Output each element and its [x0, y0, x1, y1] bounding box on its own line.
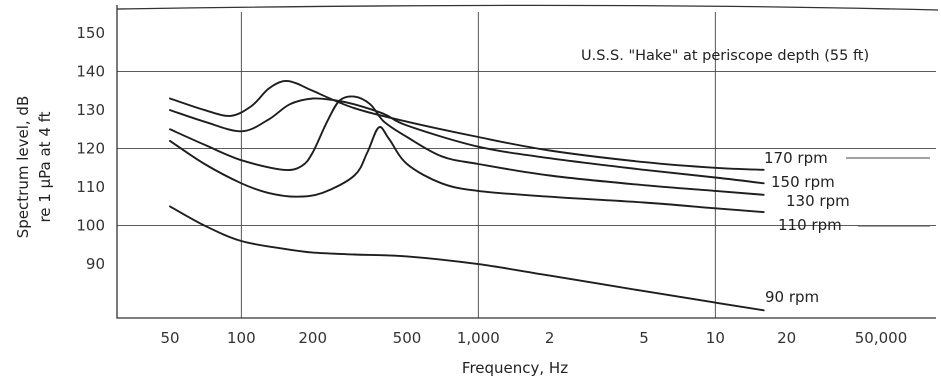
- x-tick-label: 1,000: [457, 329, 500, 347]
- y-tick-label: 150: [76, 24, 105, 42]
- x-tick-label: 10: [706, 329, 725, 347]
- y-tick-label: 120: [76, 140, 105, 158]
- series-line-170-rpm: [169, 79, 765, 171]
- x-tick-label: 100: [227, 329, 256, 347]
- chart-annotation: U.S.S. "Hake" at periscope depth (55 ft): [581, 48, 869, 64]
- series-line-150-rpm: [169, 97, 765, 185]
- y-axis-ticks: 150 140 130 120 110 100 90: [76, 24, 105, 273]
- series-label-170-rpm: 170 rpm: [764, 149, 828, 167]
- x-tick-label: 200: [298, 329, 327, 347]
- x-axis-ticks: 50 100 200 500 1,000 2 5 10 20 50,000: [160, 329, 907, 347]
- series-label-110-rpm: 110 rpm: [778, 216, 842, 234]
- series-group: [169, 79, 765, 312]
- series-label-90-rpm: 90 rpm: [765, 288, 819, 306]
- series-line-90-rpm: [169, 205, 765, 312]
- series-label-130-rpm: 130 rpm: [786, 192, 850, 210]
- x-tick-label: 20: [777, 329, 796, 347]
- plot-frame: [116, 5, 936, 319]
- y-tick-label: 130: [76, 101, 105, 119]
- top-border: [116, 4, 939, 11]
- y-axis-label: Spectrum level, dB: [14, 96, 32, 238]
- y-axis-label-unit: re 1 μPa at 4 ft: [36, 111, 54, 222]
- y-tick-label: 110: [76, 178, 105, 196]
- x-tick-label: 500: [393, 329, 422, 347]
- y-tick-label: 140: [76, 63, 105, 81]
- series-line-130-rpm: [169, 95, 765, 196]
- x-tick-label: 5: [639, 329, 649, 347]
- y-tick-label: 90: [86, 255, 105, 273]
- y-tick-label: 100: [76, 217, 105, 235]
- x-tick-label: 50,000: [855, 329, 908, 347]
- x-tick-label: 2: [545, 329, 555, 347]
- x-axis-label: Frequency, Hz: [462, 359, 568, 377]
- series-label-150-rpm: 150 rpm: [771, 173, 835, 191]
- x-tick-label: 50: [160, 329, 179, 347]
- grid: [117, 12, 936, 318]
- series-line-110-rpm: [169, 126, 765, 214]
